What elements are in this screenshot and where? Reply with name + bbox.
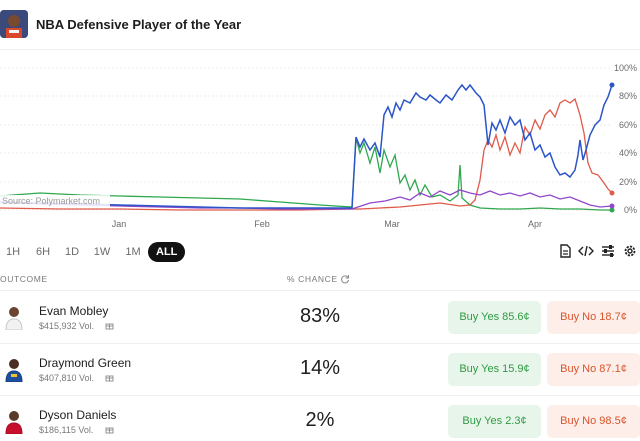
outcome-name: Draymond Green — [39, 356, 132, 370]
watermark-bg — [0, 195, 110, 207]
chance-column-label: % CHANCE — [287, 274, 338, 284]
buy-no-button[interactable]: Buy No 87.1¢ — [547, 353, 640, 386]
outcome-volume: $407,810 Vol. — [39, 373, 95, 383]
green-endpoint — [609, 190, 615, 196]
chart-controls: 1H 6H 1D 1W 1M ALL — [0, 240, 640, 264]
x-axis-ticks: Jan Feb Mar Apr — [112, 219, 542, 229]
y-tick-label: 0% — [624, 205, 637, 215]
y-axis-ticks: 100% 80% 60% 40% 20% 0% — [614, 63, 637, 215]
timeframe-6h[interactable]: 6H — [35, 246, 51, 258]
player-avatar-icon — [5, 359, 23, 382]
timeframe-all[interactable]: ALL — [148, 242, 186, 262]
gift-icon — [105, 375, 114, 382]
mobley-endpoint — [609, 82, 615, 88]
series-line-dyson-daniels — [0, 137, 612, 211]
x-tick-label: Feb — [254, 219, 270, 229]
player-avatar-icon — [5, 411, 23, 434]
outcome-name: Evan Mobley — [39, 304, 109, 318]
market-avatar — [0, 10, 28, 38]
purple-endpoint — [609, 203, 615, 209]
gift-icon — [105, 427, 114, 434]
buy-no-button[interactable]: Buy No 18.7¢ — [547, 301, 640, 334]
outcome-table-header: OUTCOME % CHANCE — [0, 271, 640, 291]
timeframe-1m[interactable]: 1M — [125, 246, 141, 258]
gift-icon — [105, 323, 114, 330]
refresh-icon[interactable] — [340, 274, 350, 284]
outcome-volume: $186,115 Vol. — [39, 425, 94, 435]
timeframe-1h[interactable]: 1H — [5, 246, 21, 258]
y-tick-label: 100% — [614, 63, 637, 73]
outcome-volume: $415,932 Vol. — [39, 321, 95, 331]
outcome-chance: 2% — [305, 409, 335, 431]
buy-yes-button[interactable]: Buy Yes 85.6¢ — [448, 301, 541, 334]
document-icon[interactable] — [557, 243, 573, 259]
y-tick-label: 20% — [619, 177, 637, 187]
y-tick-label: 80% — [619, 91, 637, 101]
series-line-draymond-green — [0, 97, 613, 211]
player-avatar-icon — [5, 307, 23, 330]
x-tick-label: Apr — [528, 219, 542, 229]
chart-watermark: Source: Polymarket.com — [2, 196, 100, 206]
outcome-row[interactable]: Draymond Green $407,810 Vol. 14% Buy Yes… — [0, 344, 640, 396]
outcome-name: Dyson Daniels — [39, 408, 117, 422]
y-tick-label: 40% — [619, 148, 637, 158]
sliders-icon[interactable] — [600, 243, 616, 259]
grid-lines — [0, 67, 612, 211]
outcome-row[interactable]: Dyson Daniels $186,115 Vol. 2% Buy Yes 2… — [0, 396, 640, 441]
outcome-chance: 83% — [299, 305, 341, 327]
market-title: NBA Defensive Player of the Year — [36, 17, 242, 32]
code-icon[interactable] — [578, 243, 594, 259]
outcome-chance: 14% — [299, 357, 341, 379]
timeframe-1w[interactable]: 1W — [93, 246, 111, 258]
daniels-endpoint — [609, 207, 615, 213]
series-line-evan-mobley — [0, 83, 613, 209]
buy-yes-button[interactable]: Buy Yes 15.9¢ — [448, 353, 541, 386]
buy-yes-button[interactable]: Buy Yes 2.3¢ — [448, 405, 541, 438]
y-tick-label: 60% — [619, 120, 637, 130]
outcome-column-label: OUTCOME — [0, 274, 48, 284]
x-tick-label: Jan — [112, 219, 127, 229]
gear-icon[interactable] — [622, 243, 638, 259]
price-chart[interactable]: 100% 80% 60% 40% 20% 0% Jan Feb Mar Apr Source: … — [0, 55, 640, 235]
market-header: NBA Defensive Player of the Year — [0, 0, 640, 50]
timeframe-1d[interactable]: 1D — [64, 246, 80, 258]
outcome-row[interactable]: Evan Mobley $415,932 Vol. 83% Buy Yes 85… — [0, 292, 640, 344]
x-tick-label: Mar — [384, 219, 400, 229]
buy-no-button[interactable]: Buy No 98.5¢ — [547, 405, 640, 438]
